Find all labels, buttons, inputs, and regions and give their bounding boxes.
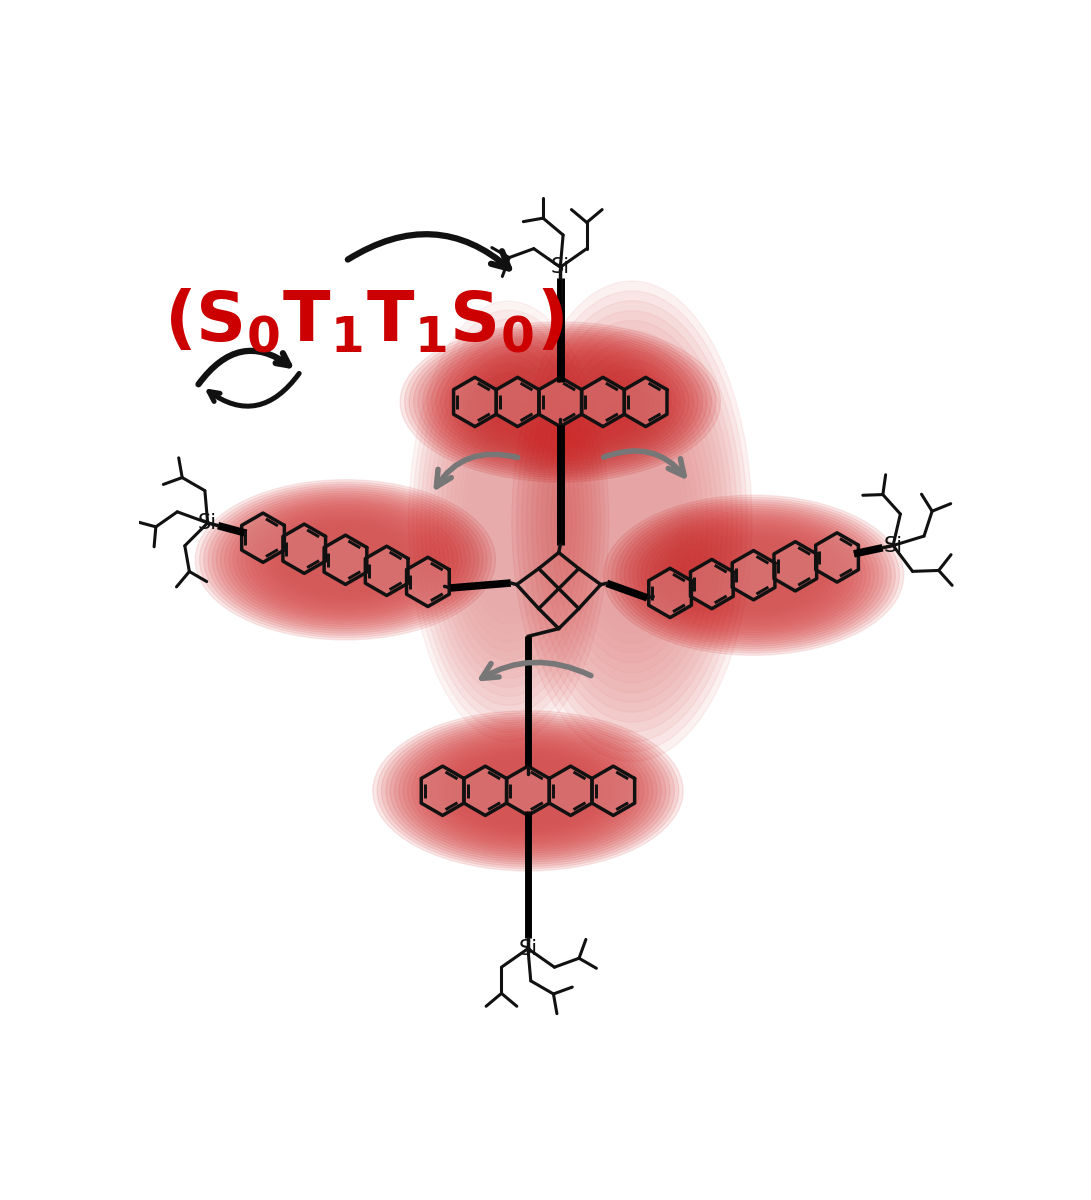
Polygon shape: [732, 551, 775, 600]
Ellipse shape: [400, 322, 720, 482]
Polygon shape: [324, 535, 367, 584]
Ellipse shape: [637, 514, 871, 637]
Ellipse shape: [409, 326, 711, 478]
Ellipse shape: [445, 344, 675, 460]
Ellipse shape: [612, 499, 896, 650]
Ellipse shape: [608, 497, 899, 653]
Ellipse shape: [208, 486, 483, 634]
Text: Si: Si: [518, 938, 538, 959]
Polygon shape: [549, 766, 592, 816]
Text: ($\mathbf{S_0}$$\mathbf{T_1}$$\mathbf{T_1}$$\mathbf{S_0}$): ($\mathbf{S_0}$$\mathbf{T_1}$$\mathbf{T_…: [164, 287, 564, 355]
Ellipse shape: [642, 515, 866, 635]
Ellipse shape: [620, 504, 887, 647]
Ellipse shape: [603, 496, 903, 655]
Ellipse shape: [404, 726, 652, 856]
Polygon shape: [691, 559, 733, 608]
Ellipse shape: [413, 329, 707, 475]
Ellipse shape: [204, 484, 488, 636]
Ellipse shape: [216, 491, 475, 629]
Polygon shape: [624, 377, 667, 426]
Ellipse shape: [412, 731, 644, 851]
Ellipse shape: [628, 509, 878, 642]
Ellipse shape: [399, 724, 657, 858]
Polygon shape: [365, 546, 408, 595]
Polygon shape: [242, 514, 285, 563]
Polygon shape: [582, 377, 624, 426]
Ellipse shape: [225, 496, 466, 624]
Polygon shape: [421, 766, 464, 816]
Ellipse shape: [624, 506, 883, 644]
Ellipse shape: [395, 722, 661, 859]
Polygon shape: [816, 533, 859, 582]
Polygon shape: [592, 766, 635, 816]
Ellipse shape: [195, 480, 495, 640]
Ellipse shape: [616, 502, 891, 648]
Ellipse shape: [441, 342, 680, 462]
Ellipse shape: [220, 493, 470, 626]
Polygon shape: [774, 541, 817, 590]
Ellipse shape: [512, 281, 752, 762]
Ellipse shape: [405, 324, 716, 480]
Ellipse shape: [517, 290, 747, 751]
Ellipse shape: [386, 718, 670, 864]
Polygon shape: [464, 766, 506, 816]
Ellipse shape: [391, 720, 666, 862]
Ellipse shape: [408, 728, 648, 853]
Ellipse shape: [377, 713, 679, 869]
Polygon shape: [407, 557, 449, 606]
Polygon shape: [283, 524, 325, 574]
Text: Si: Si: [884, 535, 902, 556]
Ellipse shape: [229, 498, 461, 622]
Ellipse shape: [416, 733, 639, 848]
Ellipse shape: [436, 340, 685, 464]
Text: Si: Si: [199, 512, 217, 533]
Polygon shape: [454, 377, 496, 426]
Ellipse shape: [212, 488, 479, 631]
Polygon shape: [506, 766, 549, 816]
Ellipse shape: [432, 337, 690, 467]
Text: Si: Si: [551, 257, 570, 277]
Ellipse shape: [382, 715, 674, 866]
Ellipse shape: [422, 334, 698, 470]
Ellipse shape: [418, 331, 703, 473]
Ellipse shape: [633, 511, 874, 640]
Polygon shape: [539, 377, 582, 426]
Ellipse shape: [427, 335, 694, 468]
Polygon shape: [496, 377, 539, 426]
Ellipse shape: [373, 710, 683, 871]
Ellipse shape: [233, 500, 458, 619]
Polygon shape: [649, 569, 692, 618]
Ellipse shape: [200, 482, 491, 637]
